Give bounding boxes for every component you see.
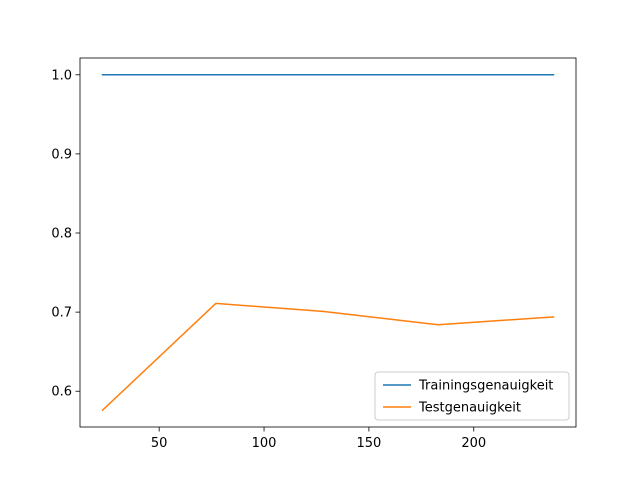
x-tick-label: 100 [252, 436, 277, 451]
legend-label-1: Testgenauigkeit [418, 401, 521, 416]
x-tick-label: 150 [356, 436, 381, 451]
y-tick-label: 0.7 [51, 306, 72, 321]
legend: Trainingsgenauigkeit Testgenauigkeit [375, 372, 569, 420]
y-tick-label: 0.6 [51, 385, 72, 400]
legend-label-0: Trainingsgenauigkeit [418, 379, 553, 394]
x-tick-label: 200 [461, 436, 486, 451]
y-tick-label: 0.8 [51, 227, 72, 242]
x-tick-label: 50 [151, 436, 168, 451]
y-tick-label: 0.9 [51, 147, 72, 162]
y-tick-label: 1.0 [51, 68, 72, 83]
